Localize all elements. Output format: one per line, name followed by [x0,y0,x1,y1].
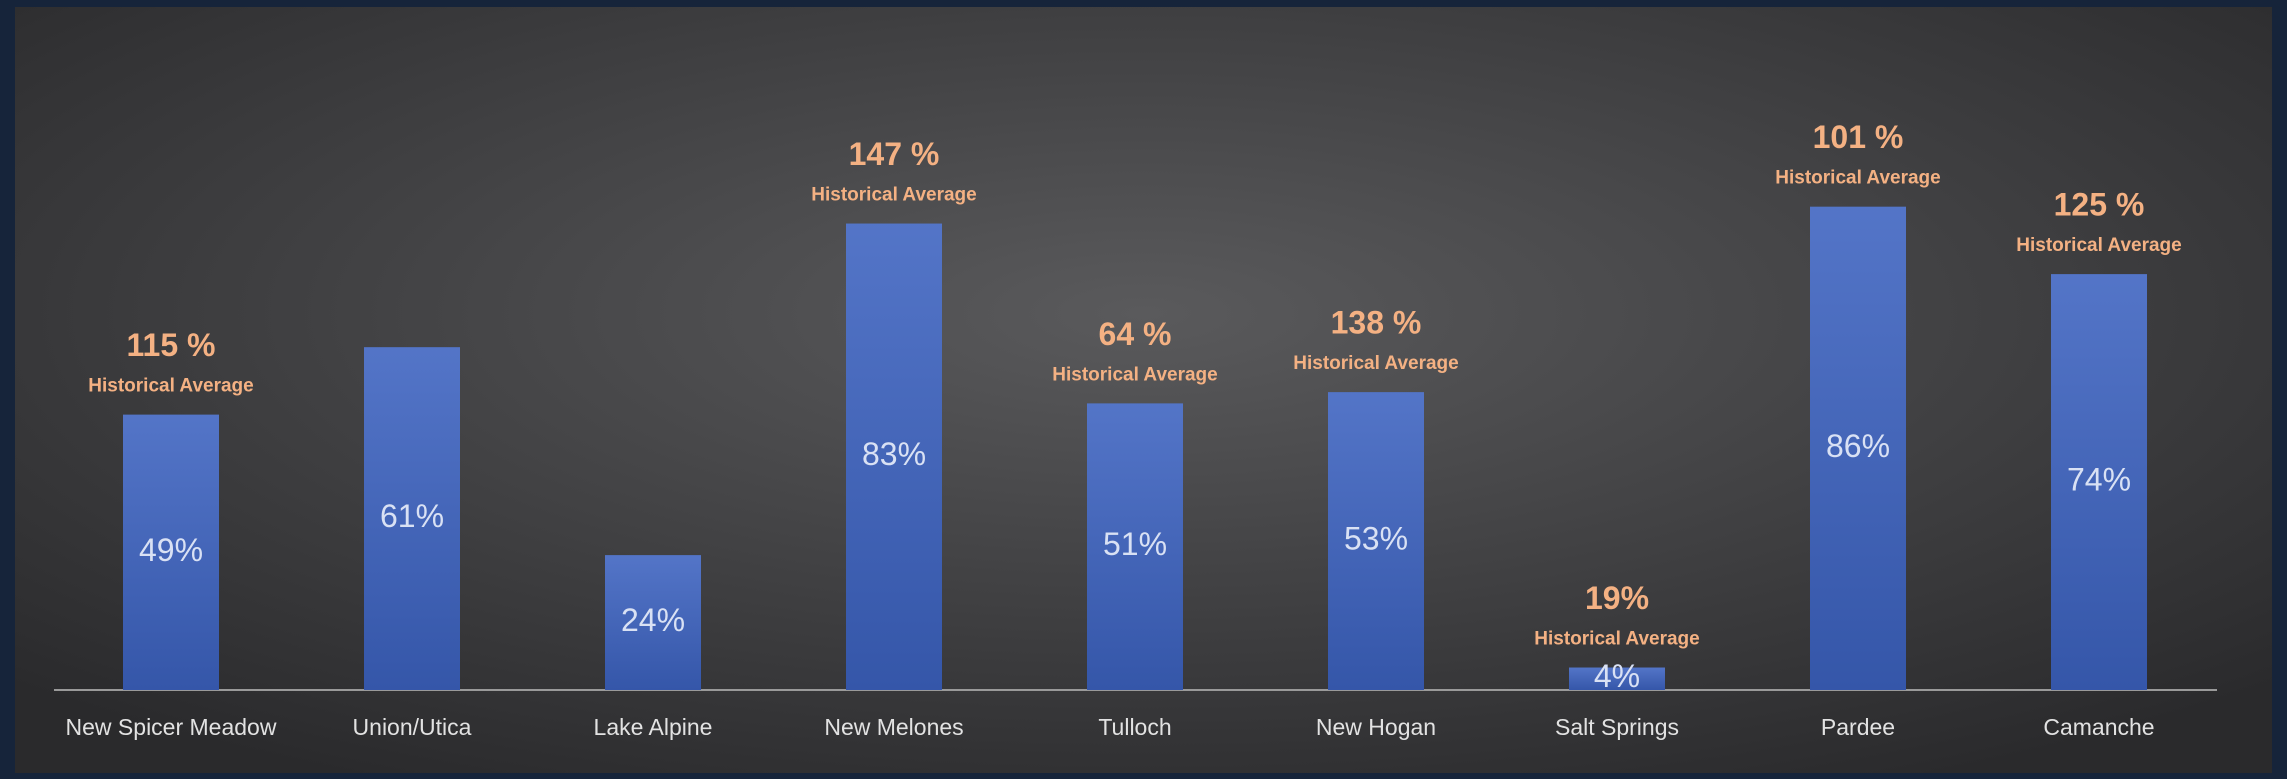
x-tick-label: New Spicer Meadow [66,714,277,740]
historical-average-value: 138 % [1331,305,1422,341]
x-tick-label: New Melones [824,714,963,740]
x-tick-label: Tulloch [1098,714,1171,740]
x-tick-label: New Hogan [1316,714,1436,740]
historical-average-note: Historical Average [2016,235,2181,256]
historical-average-value: 125 % [2054,187,2145,223]
value-label: 53% [1344,521,1408,557]
historical-average-value: 115 % [127,327,216,363]
value-label: 24% [621,602,685,638]
bar-shade [2051,274,2147,690]
value-label: 83% [862,436,926,472]
x-tick-label: Salt Springs [1555,714,1679,740]
historical-average-note: Historical Average [1775,168,1940,189]
x-tick-label: Union/Utica [353,714,472,740]
historical-average-value: 101 % [1813,119,1904,155]
historical-average-value: 19% [1585,580,1649,616]
x-tick-label: Pardee [1821,714,1895,740]
historical-average-value: 147 % [849,136,940,172]
bar-shade [123,414,219,690]
bar-shade [1810,206,1906,690]
historical-average-note: Historical Average [811,185,976,206]
bar-shade [364,347,460,690]
bar-shade [605,555,701,690]
bar-shade [846,223,942,691]
bar-shade [1328,392,1424,690]
value-label: 86% [1826,428,1890,464]
value-label: 51% [1103,526,1167,562]
value-label: 61% [380,498,444,534]
value-label: 4% [1594,658,1640,694]
historical-average-note: Historical Average [1534,629,1699,650]
historical-average-value: 64 % [1099,316,1172,352]
bar-shade [1569,667,1665,690]
value-label: 49% [139,532,203,568]
x-tick-label: Camanche [2043,714,2154,740]
historical-average-note: Historical Average [88,376,253,397]
value-label: 74% [2067,462,2131,498]
historical-average-note: Historical Average [1052,364,1217,385]
historical-average-note: Historical Average [1293,353,1458,374]
x-tick-label: Lake Alpine [594,714,713,740]
bar-shade [1087,403,1183,690]
